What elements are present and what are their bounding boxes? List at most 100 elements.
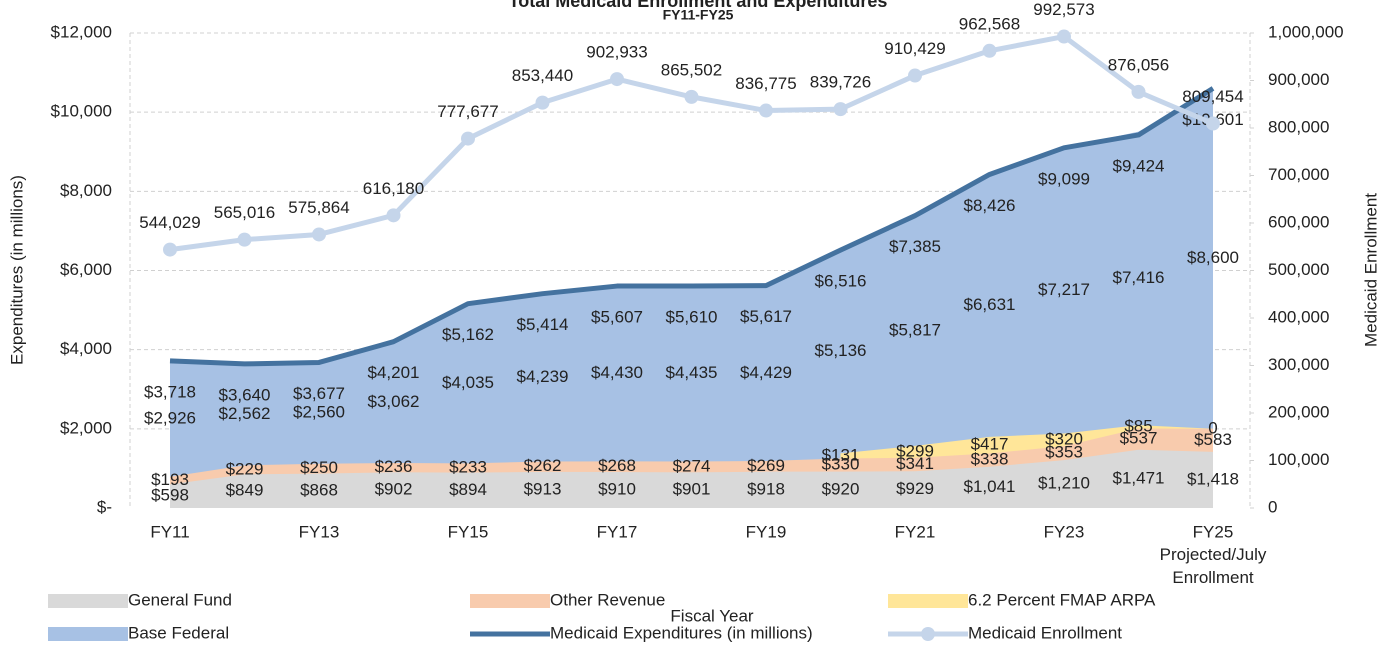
x-tick-label: FY25 [1193, 522, 1234, 541]
x-tick-label: FY23 [1044, 522, 1085, 541]
y2-tick-label: 400,000 [1268, 307, 1329, 326]
data-label: $85 [1124, 416, 1152, 435]
marker [982, 43, 997, 58]
data-label: $598 [151, 486, 189, 505]
y-axis-title: Expenditures (in millions) [7, 175, 26, 365]
data-label: $353 [1045, 443, 1083, 462]
marker [759, 103, 773, 118]
data-label: 836,775 [735, 74, 796, 93]
data-label: 575,864 [288, 198, 349, 217]
marker [535, 95, 550, 110]
y2-tick-label: 700,000 [1268, 165, 1329, 184]
data-label: $902 [375, 480, 413, 499]
legend-label: Medicaid Enrollment [968, 623, 1122, 642]
data-label: $5,136 [815, 341, 867, 360]
data-label: $918 [747, 479, 785, 498]
data-label: $3,062 [368, 392, 420, 411]
data-label: $3,677 [293, 384, 345, 403]
marker [833, 102, 848, 117]
marker [461, 131, 475, 146]
data-label: $4,435 [666, 363, 718, 382]
legend-marker [921, 627, 935, 641]
legend-swatch [48, 627, 128, 641]
data-label: 902,933 [586, 43, 647, 62]
data-label: $901 [673, 480, 711, 499]
x-tick-label: FY17 [597, 522, 638, 541]
marker [1131, 84, 1146, 99]
data-label: $9,099 [1038, 169, 1090, 188]
x-note: Projected/July Enrollment [1160, 545, 1267, 587]
x-tick-label: FY19 [746, 522, 787, 541]
x-tick-label: FY15 [448, 522, 489, 541]
data-label: $2,560 [293, 403, 345, 422]
data-label: 910,429 [884, 39, 945, 58]
data-label: $236 [375, 457, 413, 476]
y2-tick-label: 300,000 [1268, 355, 1329, 374]
data-label: $320 [1045, 429, 1083, 448]
legend-label: Other Revenue [550, 590, 665, 609]
data-label: $5,817 [889, 320, 941, 339]
data-label: 777,677 [437, 102, 498, 121]
y2-tick-label: 0 [1268, 497, 1277, 516]
legend-label: Medicaid Expenditures (in millions) [550, 623, 813, 642]
marker [386, 208, 401, 223]
data-label: 992,573 [1033, 0, 1094, 19]
y2-tick-label: 100,000 [1268, 450, 1329, 469]
data-label: $7,217 [1038, 280, 1090, 299]
y2-axis-title: Medicaid Enrollment [1361, 193, 1380, 347]
data-label: $3,718 [144, 382, 196, 401]
data-label: $8,426 [964, 196, 1016, 215]
data-label: $4,201 [368, 363, 420, 382]
data-label: $5,607 [591, 308, 643, 327]
y2-tick-label: 500,000 [1268, 260, 1329, 279]
line [169, 86, 1215, 367]
data-label: $7,416 [1113, 268, 1165, 287]
x-axis-title: Fiscal Year [670, 606, 753, 625]
legend-label: General Fund [128, 590, 232, 609]
chart-subtitle: FY11-FY25 [663, 7, 734, 23]
marker [312, 227, 326, 242]
data-label: $929 [896, 479, 934, 498]
data-label: $274 [673, 456, 711, 475]
data-label: $4,239 [517, 367, 569, 386]
chart-title: Total Medicaid Enrollment and Expenditur… [509, 0, 888, 11]
data-label: $5,617 [740, 307, 792, 326]
x-tick-label: FY13 [299, 522, 340, 541]
y-tick-label: $4,000 [60, 339, 112, 358]
data-label: $193 [151, 470, 189, 489]
data-label: $583 [1194, 430, 1232, 449]
data-label: $849 [226, 481, 264, 500]
y-tick-label: $12,000 [51, 22, 112, 41]
y2-tick-label: 600,000 [1268, 212, 1329, 231]
data-label: 565,016 [214, 203, 275, 222]
data-label: $868 [300, 480, 338, 499]
legend-label: 6.2 Percent FMAP ARPA [968, 590, 1156, 609]
data-label: $4,035 [442, 373, 494, 392]
data-label: $5,162 [442, 325, 494, 344]
y-tick-label: $2,000 [60, 418, 112, 437]
data-label: $5,610 [666, 307, 718, 326]
data-label: $299 [896, 441, 934, 460]
marker [1206, 116, 1220, 131]
y2-tick-label: 200,000 [1268, 402, 1329, 421]
data-label: 865,502 [661, 60, 722, 79]
y-tick-label: $- [97, 497, 112, 516]
data-label: $338 [971, 450, 1009, 469]
x-tick-label: FY11 [150, 522, 189, 541]
data-label: $6,516 [815, 272, 867, 291]
data-label: $268 [598, 456, 636, 475]
data-label: $913 [524, 479, 562, 498]
marker [684, 89, 699, 104]
y2-tick-label: 900,000 [1268, 70, 1329, 89]
data-label: $7,385 [889, 237, 941, 256]
y-tick-label: $10,000 [51, 102, 112, 121]
data-label: $537 [1120, 429, 1158, 448]
data-label: $417 [971, 435, 1009, 454]
data-label: $8,600 [1187, 248, 1239, 267]
data-label: 544,029 [139, 213, 200, 232]
data-label: $4,429 [740, 363, 792, 382]
data-label: 839,726 [810, 73, 871, 92]
data-label: 809,454 [1182, 87, 1243, 106]
marker [237, 232, 252, 247]
